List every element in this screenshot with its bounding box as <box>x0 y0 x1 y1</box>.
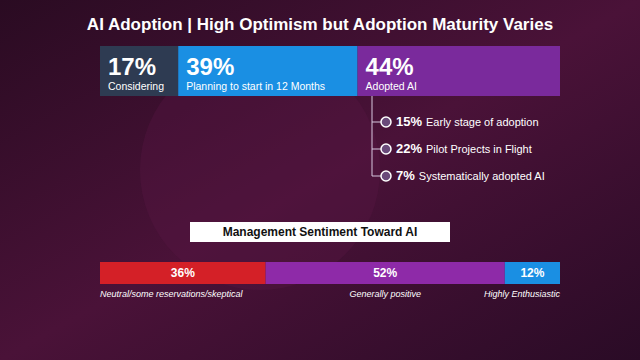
item-value: 22% <box>396 141 422 156</box>
bar-labels: 17%Considering 39%Planning to start in 12… <box>108 53 417 92</box>
data-label: 12% <box>520 266 544 280</box>
bar-labels: 36% Neutral/some reservations/skeptical 52… <box>100 266 560 299</box>
bar-segment <box>266 262 505 284</box>
bar-segment <box>100 262 266 284</box>
list-item: 7% Systematically adopted AI <box>396 168 545 183</box>
breakdown-list: 15% Early stage of adoption 22% Pilot Proje… <box>372 96 545 183</box>
slide: AI Adoption | High Optimism but Adoption… <box>0 0 640 360</box>
item-label: Systematically adopted AI <box>419 170 545 182</box>
title: AI Adoption | High Optimism but Adoption… <box>87 15 553 34</box>
item-value: 15% <box>396 114 422 129</box>
bullet <box>381 171 391 181</box>
data-label: 36% <box>171 266 195 280</box>
title: Management Sentiment Toward AI <box>223 225 418 239</box>
data-label: 44% <box>366 53 414 80</box>
data-label: 52% <box>373 266 397 280</box>
data-label: 17% <box>108 53 156 80</box>
item-label: Early stage of adoption <box>426 116 539 128</box>
list-item: 22% Pilot Projects in Flight <box>396 141 532 156</box>
connector <box>372 96 373 176</box>
bullet <box>381 117 391 127</box>
data-label: 39% <box>186 53 234 80</box>
segment-name: Generally positive <box>349 289 421 299</box>
item-value: 7% <box>396 168 415 183</box>
list-item: 15% Early stage of adoption <box>396 114 539 129</box>
bullet <box>381 144 391 154</box>
bars <box>100 262 560 284</box>
bar-segment <box>358 46 560 96</box>
background <box>0 0 640 360</box>
bar-segment <box>100 46 178 96</box>
bar-segment <box>505 262 560 284</box>
segment-name: Neutral/some reservations/skeptical <box>100 289 244 299</box>
bar-segment <box>178 46 357 96</box>
segment-name: Highly Enthusiastic <box>484 289 561 299</box>
segment-name: Adopted AI <box>366 80 417 92</box>
item-label: Pilot Projects in Flight <box>426 143 532 155</box>
segment-name: Planning to start in 12 Months <box>186 80 325 92</box>
title-box <box>190 222 450 242</box>
bars <box>100 46 560 96</box>
segment-name: Considering <box>108 80 164 92</box>
